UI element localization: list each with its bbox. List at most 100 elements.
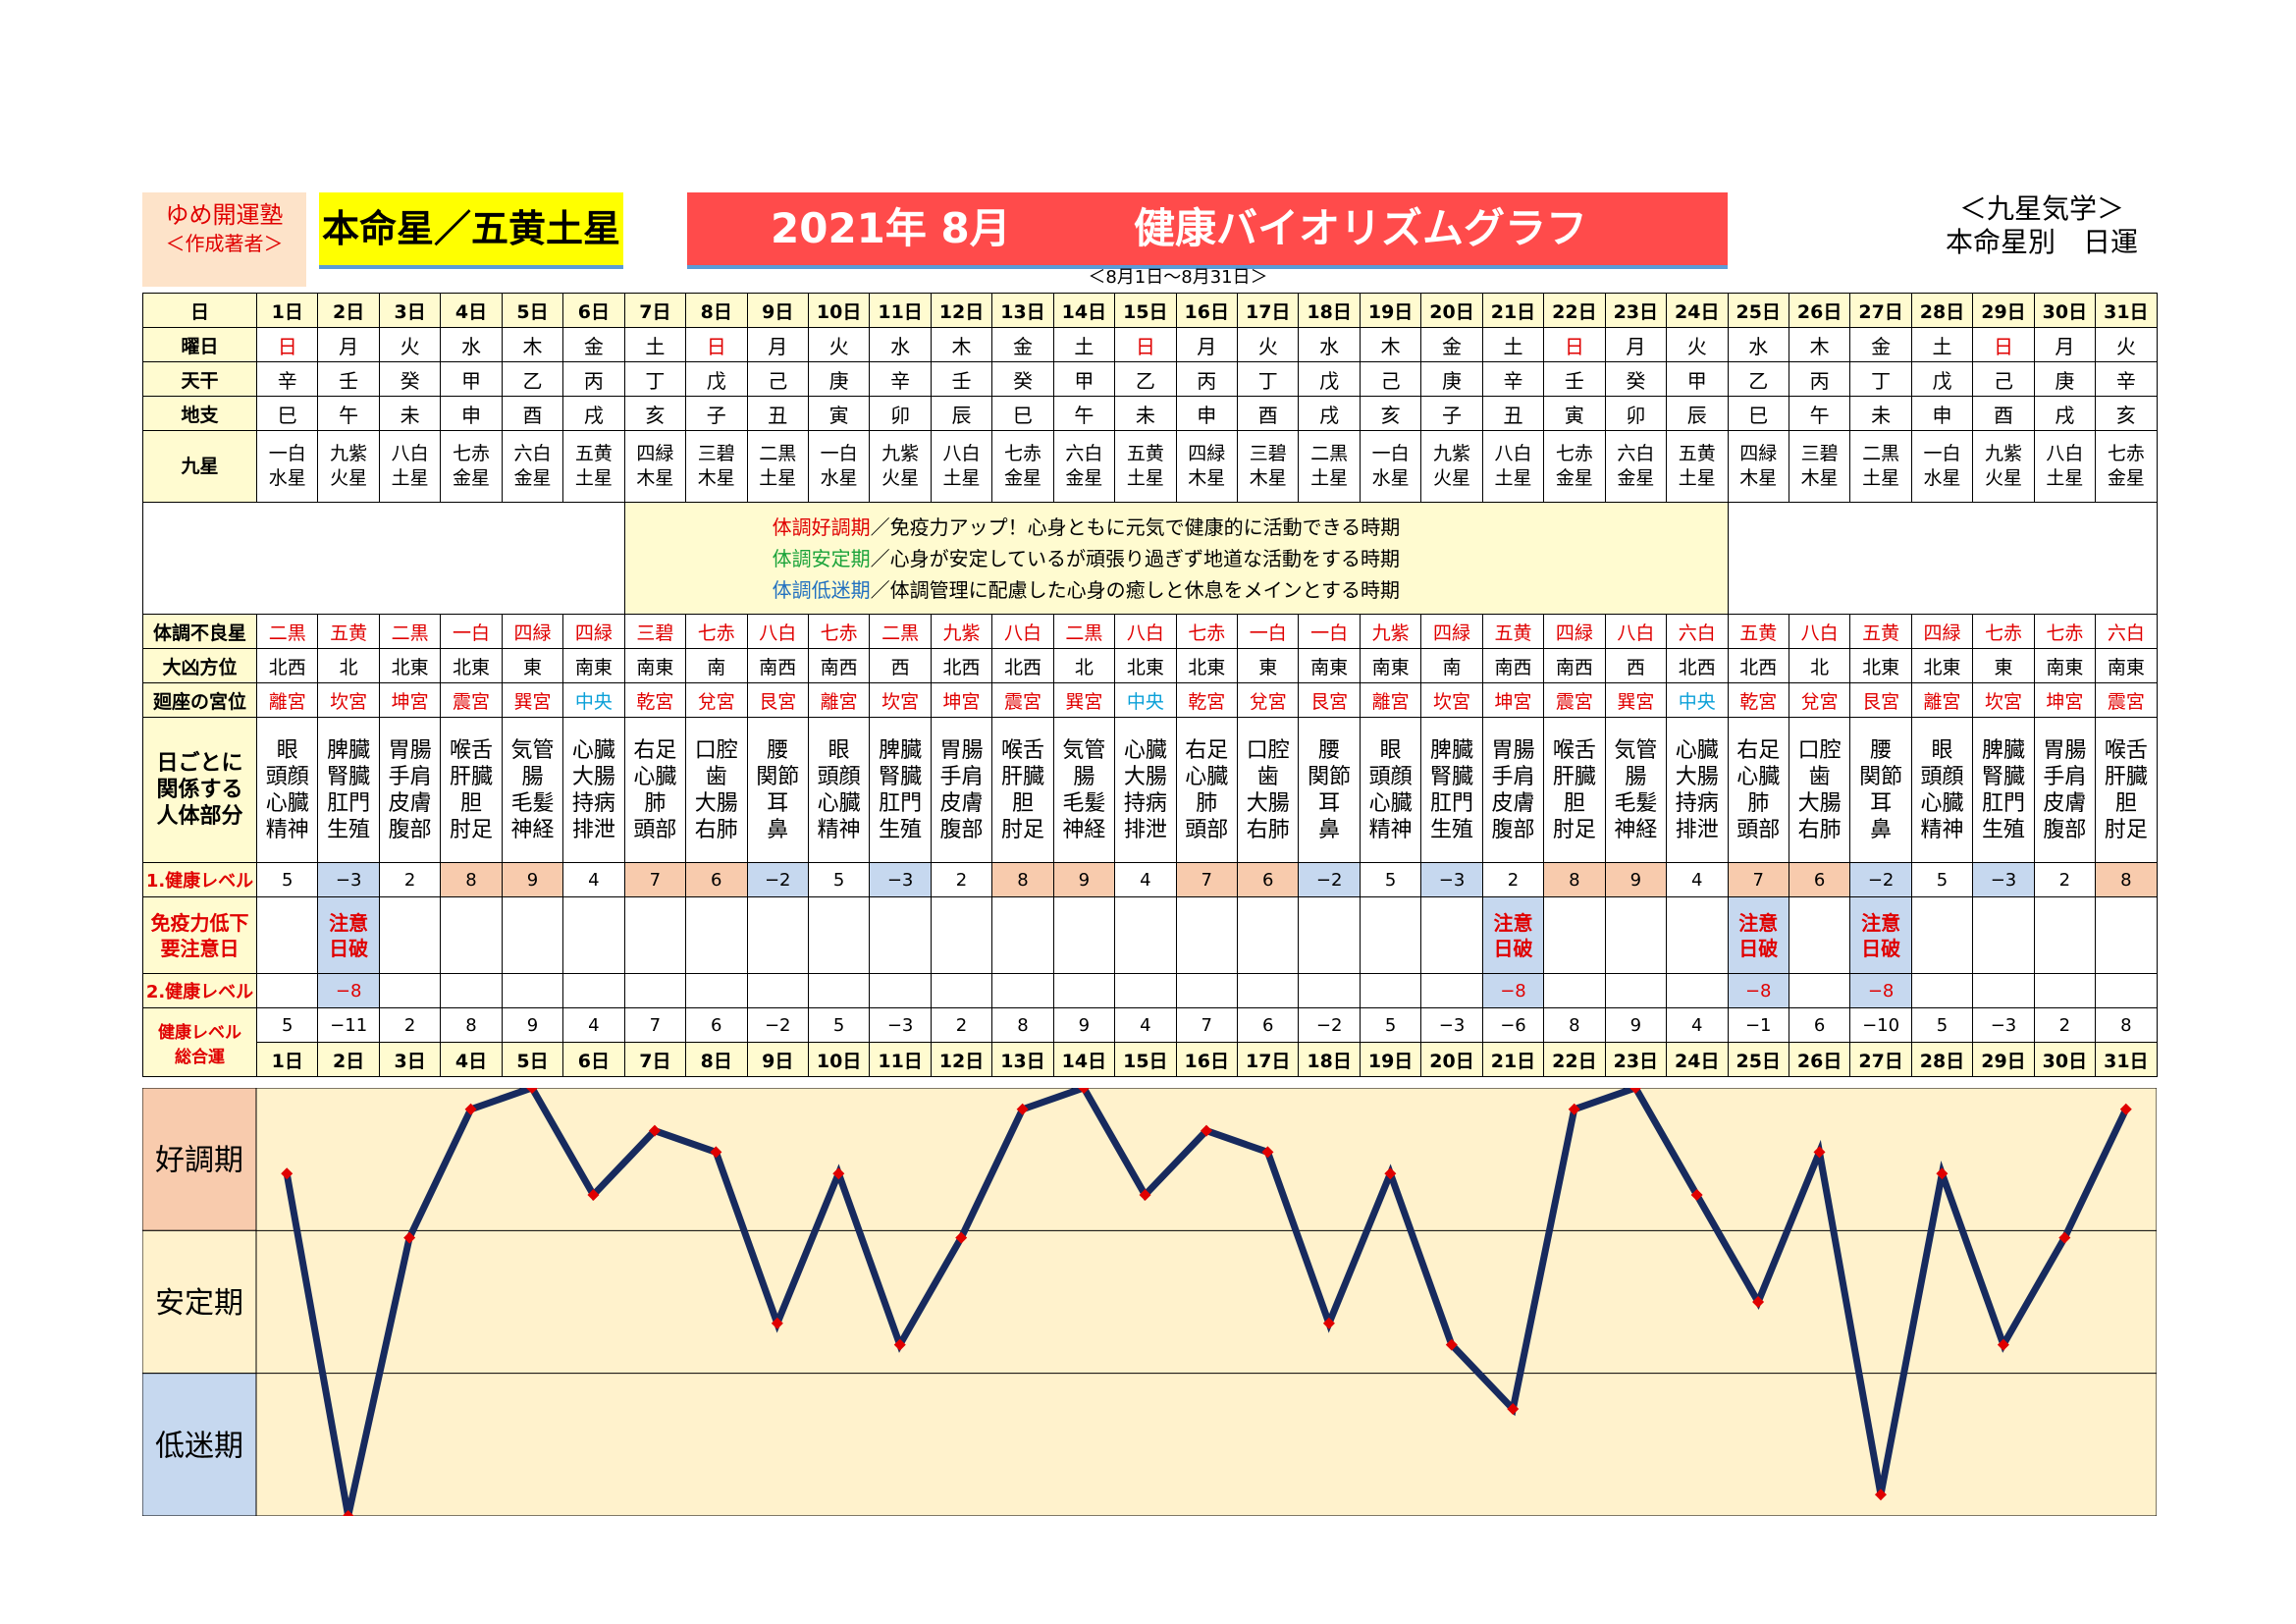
organ-cell-part: 生殖 (1981, 817, 2025, 842)
immunity-cell (623, 896, 687, 974)
organ-cell-part: 腰 (767, 737, 789, 763)
organ-cell-part: 頭顔 (1368, 764, 1413, 789)
kan-cell: 丙 (1788, 361, 1851, 397)
organ-cell-part: 眼 (828, 737, 850, 763)
title-banner: 2021年 8月 健康バイオリズムグラフ (687, 192, 1728, 269)
organ-cell-part: 毛髪 (1062, 790, 1106, 816)
data-point (1016, 1103, 1029, 1115)
organ-cell: 腰関節耳鼻 (746, 717, 809, 863)
organ-cell-part: 腹部 (388, 817, 432, 842)
star-cell: 七赤 金星 (1543, 430, 1606, 503)
bad-star-cell: 二黒 (869, 614, 932, 649)
total-cell: 5 (1910, 1007, 1974, 1043)
day-footer-cell: 1日 (255, 1042, 319, 1077)
organ-cell-part: 腸 (1073, 764, 1095, 789)
level2-cell (501, 973, 564, 1008)
total-cell: 9 (1052, 1007, 1116, 1043)
star-cell: 七赤 金星 (440, 430, 503, 503)
direction-cell: 北西 (930, 648, 993, 683)
kan-cell: 壬 (317, 361, 380, 397)
data-point (281, 1167, 294, 1180)
level1-cell: −3 (1420, 862, 1483, 897)
star-cell-part: 木星 (1249, 467, 1287, 489)
star-cell: 一白 水星 (807, 430, 871, 503)
organ-label-line: 関係する (156, 778, 243, 802)
palace-cell: 巽宮 (501, 682, 564, 718)
level1-label: 1.健康レベル (142, 862, 257, 897)
weekday-cell: 日 (1972, 327, 2035, 362)
level2-cell (1543, 973, 1606, 1008)
total-cell: 2 (378, 1007, 442, 1043)
direction-cell: 南西 (1481, 648, 1545, 683)
level1-cell: 5 (1359, 862, 1422, 897)
day-footer-cell: 10日 (807, 1042, 871, 1077)
bad-star-cell: 六白 (2095, 614, 2158, 649)
organ-cell-part: 精神 (1368, 817, 1413, 842)
star-cell: 五黄 土星 (562, 430, 625, 503)
shi-label-line: 地支 (181, 404, 219, 426)
palace-cell: 兌宮 (1236, 682, 1300, 718)
star-cell: 六白 金星 (1052, 430, 1116, 503)
palace-cell: 震宮 (440, 682, 503, 718)
level1-cell: −3 (317, 862, 380, 897)
description-text: ／免疫力アップ！心身ともに元気で健康的に活動できる時期 (870, 514, 1401, 539)
star-cell: 六白 金星 (501, 430, 564, 503)
organ-cell-part: 眼 (276, 737, 298, 763)
star-cell-part: 土星 (391, 467, 429, 489)
total-cell: 7 (623, 1007, 687, 1043)
immunity-label: 免疫力低下 要注意日 (142, 896, 257, 974)
palace-cell: 乾宮 (1727, 682, 1789, 718)
level2-cell (746, 973, 809, 1008)
organ-cell-part: 胃腸 (939, 737, 984, 763)
immunity-cell (930, 896, 993, 974)
organ-cell-part: 肘足 (1000, 817, 1044, 842)
immunity-cell (1114, 896, 1177, 974)
organ-cell-part: 生殖 (1430, 817, 1474, 842)
organ-cell-part: 精神 (1920, 817, 1964, 842)
direction-cell: 西 (869, 648, 932, 683)
level1-cell: 8 (440, 862, 503, 897)
star-cell-part: 土星 (1310, 467, 1349, 489)
direction-cell: 東 (1236, 648, 1300, 683)
shi-cell: 丑 (746, 396, 809, 431)
palace-label-line: 廻座の宮位 (152, 690, 246, 713)
total-cell: 9 (1604, 1007, 1668, 1043)
star-cell-part: 土星 (1678, 467, 1716, 489)
total-label: 健康レベル 総合運 (142, 1007, 257, 1077)
data-point (1445, 1338, 1458, 1351)
day-footer-cell: 16日 (1175, 1042, 1239, 1077)
bad-star-cell: 四緑 (501, 614, 564, 649)
immunity-cell (991, 896, 1054, 974)
immunity-cell (1175, 896, 1239, 974)
organ-cell: 右足 心臓肺頭部 (623, 717, 687, 863)
level1-cell: 8 (1543, 862, 1606, 897)
total-cell: −10 (1849, 1007, 1912, 1043)
organ-cell-part: 大腸 (571, 764, 615, 789)
total-cell: −2 (746, 1007, 809, 1043)
shi-cell: 午 (1052, 396, 1116, 431)
star-cell-part: 水星 (1371, 467, 1410, 489)
day-cell: 9日 (746, 293, 809, 328)
kan-cell: 壬 (1543, 361, 1606, 397)
organ-cell-part: 右足 (1185, 737, 1229, 763)
level2-cell (1972, 973, 2035, 1008)
organ-cell-part: 口腔 (1246, 737, 1290, 763)
organ-cell-part: 大腸 (1123, 764, 1167, 789)
palace-cell: 震宮 (2095, 682, 2158, 718)
palace-cell: 中央 (562, 682, 625, 718)
direction-cell: 東 (1972, 648, 2035, 683)
organ-cell-part: 腎臓 (1981, 764, 2025, 789)
day-footer-cell: 15日 (1114, 1042, 1177, 1077)
organ-cell-part: 鼻 (1870, 817, 1893, 842)
day-cell: 1日 (255, 293, 319, 328)
shi-cell: 戌 (562, 396, 625, 431)
direction-cell: 西 (1604, 648, 1668, 683)
organ-cell: 眼頭顔 心臓 精神 (1910, 717, 1974, 863)
data-point (1201, 1124, 1212, 1137)
palace-cell: 巽宮 (1052, 682, 1116, 718)
weekday-cell: 火 (1236, 327, 1300, 362)
star-cell: 一白 水星 (1359, 430, 1422, 503)
star-cell: 七赤 金星 (991, 430, 1054, 503)
palace-cell: 兌宮 (685, 682, 748, 718)
star-cell-part: 木星 (1739, 467, 1778, 489)
